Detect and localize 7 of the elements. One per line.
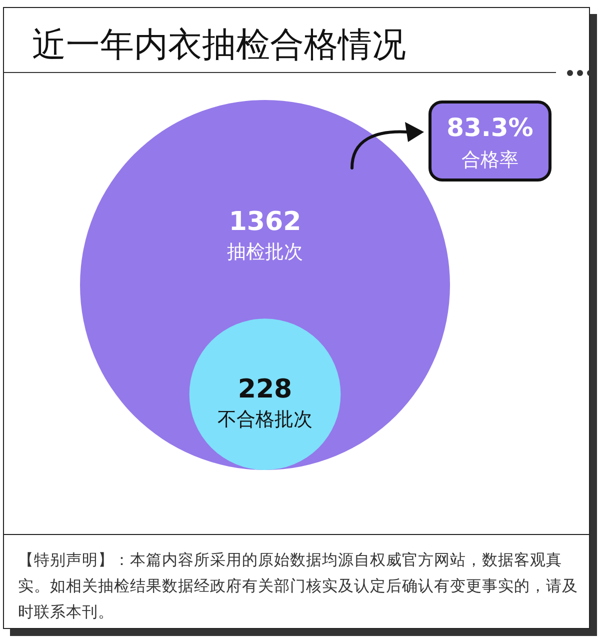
data-label: 1362: [228, 207, 302, 237]
text: 【特别声明】：本篇内容所采用的原始数据均源自权威官方网站，数据客观真实。如相关抽检结果数据经政府有关部门核实及认定后确认有变更事实的，请及时联系本刊。: [18, 550, 579, 623]
category-label: 不合格批次: [218, 408, 312, 430]
data-label: 228: [238, 374, 292, 404]
category-label: 抽检批次: [227, 241, 303, 263]
callout: 83.3% 合格率: [428, 100, 552, 182]
text: 近一年内衣抽检合格情况: [32, 24, 406, 67]
